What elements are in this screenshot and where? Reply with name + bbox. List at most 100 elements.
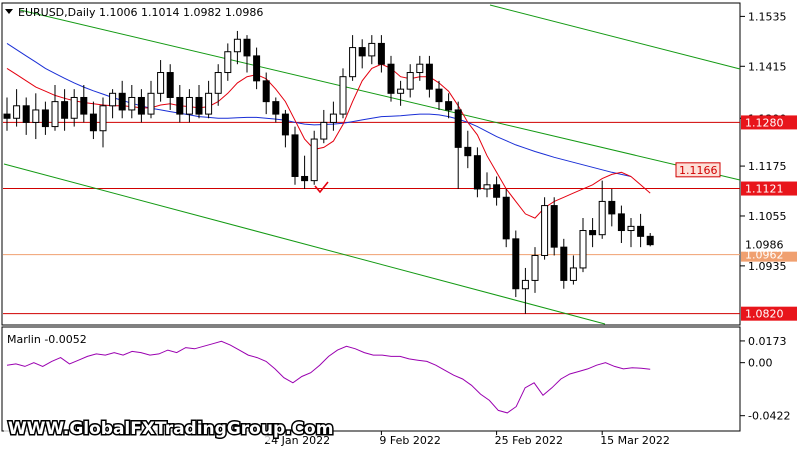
- candle-body: [301, 175, 309, 182]
- candle-body: [617, 213, 625, 232]
- osc-tick-label: -0.0422: [748, 410, 790, 423]
- candle-47: [454, 101, 462, 189]
- candle-body: [99, 105, 107, 132]
- candle-3: [32, 93, 40, 140]
- candle-body: [233, 38, 241, 53]
- level-tag-1-bg: [741, 181, 797, 196]
- candle-39: [377, 35, 385, 73]
- candle-body: [368, 42, 376, 57]
- price-tick-label: 1.1055: [748, 210, 787, 223]
- candle-24: [233, 30, 241, 65]
- level-tag-1: 1.1121: [745, 183, 784, 196]
- candle-body: [41, 109, 49, 128]
- candle-body: [70, 96, 78, 119]
- candle-64: [617, 205, 625, 243]
- candle-45: [435, 80, 443, 110]
- candle-body: [377, 42, 385, 65]
- candle-18: [176, 85, 184, 123]
- candle-22: [214, 64, 222, 106]
- dropdown-triangle-icon[interactable]: [5, 9, 13, 14]
- candle-body: [320, 121, 328, 140]
- candle-31: [301, 155, 309, 189]
- candle-body: [118, 92, 126, 111]
- candle-body: [32, 109, 40, 123]
- candle-body: [454, 109, 462, 148]
- candle-23: [224, 43, 232, 81]
- candle-67: [646, 233, 654, 247]
- candle-59: [569, 255, 577, 285]
- candle-11: [109, 89, 117, 119]
- candle-46: [445, 93, 453, 119]
- candle-57: [550, 197, 558, 256]
- candle-body: [387, 63, 395, 94]
- candle-26: [253, 47, 261, 90]
- candle-1: [13, 89, 21, 127]
- candle-50: [483, 172, 491, 198]
- candle-32: [310, 130, 318, 185]
- channel-tag: 1.1166: [679, 164, 718, 177]
- candle-58: [560, 238, 568, 289]
- candle-body: [521, 279, 529, 290]
- date-label: 25 Feb 2022: [495, 434, 563, 447]
- candle-43: [416, 55, 424, 81]
- symbol-info: EURUSD,Daily 1.1006 1.1014 1.0982 1.0986: [18, 6, 263, 19]
- osc-tick-label: 0.0173: [748, 335, 787, 348]
- candle-7: [70, 89, 78, 127]
- level-tag-0: 1.1280: [745, 116, 784, 129]
- candle-body: [195, 96, 203, 115]
- candle-5: [51, 85, 59, 131]
- candle-body: [560, 246, 568, 281]
- candle-body: [51, 101, 59, 128]
- oscillator-line: [6, 340, 651, 414]
- candle-body: [253, 55, 261, 82]
- candle-body: [435, 88, 443, 103]
- candle-37: [358, 39, 366, 69]
- date-label: 24 Jan 2022: [264, 434, 330, 447]
- candle-body: [89, 113, 97, 132]
- candle-body: [109, 92, 117, 107]
- candle-49: [473, 147, 481, 198]
- candle-body: [185, 96, 193, 115]
- candle-42: [406, 64, 414, 98]
- channel-tag-bg: [675, 162, 721, 178]
- osc-tick-label: 0.00: [748, 357, 773, 370]
- candle-14: [137, 89, 145, 123]
- candle-8: [80, 85, 88, 123]
- candle-body: [3, 113, 11, 119]
- candle-body: [13, 105, 21, 119]
- candle-27: [262, 72, 270, 115]
- candle-body: [128, 96, 136, 111]
- candle-body: [243, 38, 251, 57]
- candle-41: [397, 80, 405, 106]
- candle-body: [483, 184, 491, 190]
- candle-28: [272, 97, 280, 123]
- candle-body: [214, 72, 222, 94]
- price-pane-frame: [1, 2, 741, 326]
- candle-body: [262, 80, 270, 103]
- candle-body: [608, 200, 616, 215]
- candle-body: [473, 155, 481, 190]
- candle-21: [205, 80, 213, 119]
- channel-lower-line: [3, 163, 606, 325]
- candle-6: [61, 89, 69, 131]
- watermark-text: WWW.GlobalFXTradingGroup.Com: [8, 419, 333, 439]
- level-tag-2: 1.0962: [745, 249, 784, 262]
- candle-55: [531, 247, 539, 293]
- candle-66: [637, 213, 645, 248]
- price-tags: 1.1280 1.1121 1.0962 1.0820 1.0986 1.1166: [675, 115, 797, 321]
- candle-body: [137, 96, 145, 115]
- indicator-axis: 0.0173 0.00 -0.0422: [740, 335, 790, 423]
- candle-20: [195, 85, 203, 119]
- candle-0: [3, 97, 11, 131]
- candle-body: [569, 267, 577, 281]
- candle-body: [397, 88, 405, 94]
- current-price-tag: 1.0986: [745, 239, 784, 252]
- candle-body: [589, 230, 597, 236]
- candle-body: [358, 47, 366, 57]
- candle-36: [349, 35, 357, 81]
- indicator-label: Marlin -0.0052: [7, 333, 87, 346]
- candle-44: [425, 55, 433, 98]
- candle-54: [521, 267, 529, 314]
- candle-40: [387, 55, 395, 102]
